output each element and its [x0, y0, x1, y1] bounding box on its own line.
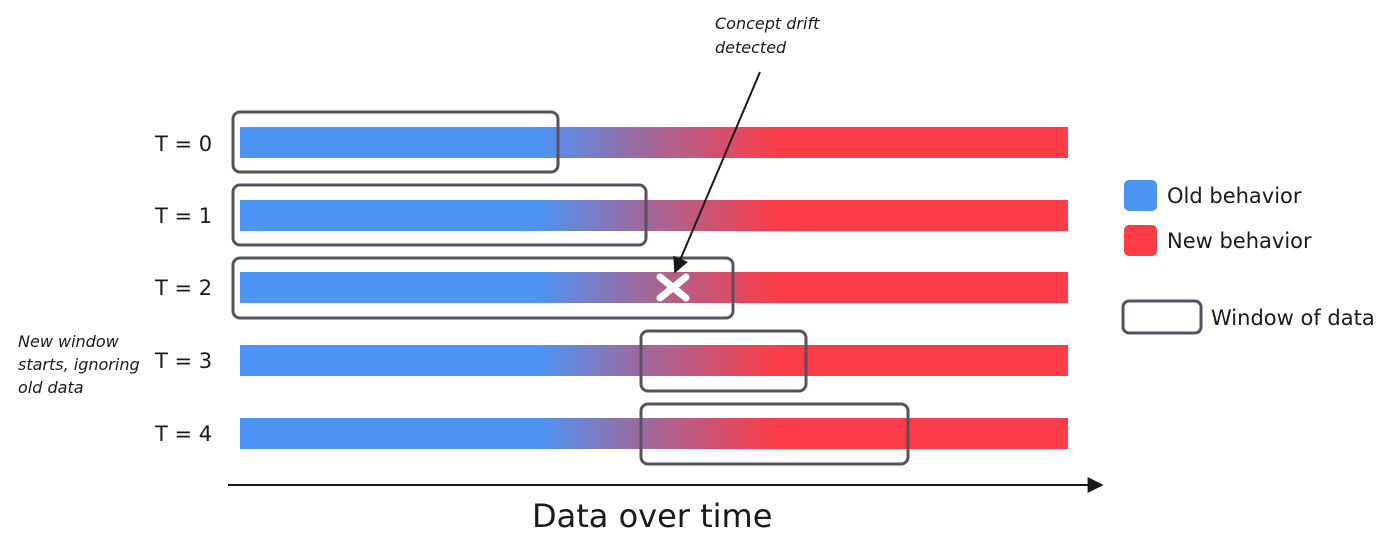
- row-label-t4: T = 4: [154, 422, 212, 446]
- new-window-note-line1: New window: [18, 332, 120, 351]
- row-label-t2: T = 2: [154, 276, 212, 300]
- legend-swatch-old: [1124, 180, 1157, 211]
- legend-label-new: New behavior: [1167, 229, 1312, 253]
- row-label-t0: T = 0: [154, 132, 212, 156]
- behavior-bar-t1: [240, 200, 1068, 231]
- legend-swatch-window: [1123, 301, 1201, 333]
- behavior-bar-t2: [240, 272, 1068, 303]
- axis-label: Data over time: [532, 497, 772, 535]
- drift-pointer-arrow: [675, 72, 760, 272]
- new-window-note-line3: old data: [18, 378, 84, 397]
- legend-swatch-new: [1124, 225, 1157, 256]
- row-label-t1: T = 1: [154, 204, 212, 228]
- row-label-t3: T = 3: [154, 349, 212, 373]
- new-window-note-line2: starts, ignoring: [18, 355, 140, 374]
- drift-annotation-line1: Concept drift: [715, 14, 820, 33]
- drift-annotation-line2: detected: [715, 38, 787, 57]
- behavior-bar-t3: [240, 345, 1068, 376]
- legend-label-window: Window of data: [1211, 306, 1375, 330]
- legend-label-old: Old behavior: [1167, 184, 1302, 208]
- behavior-bar-t0: [240, 127, 1068, 158]
- behavior-bar-t4: [240, 418, 1068, 449]
